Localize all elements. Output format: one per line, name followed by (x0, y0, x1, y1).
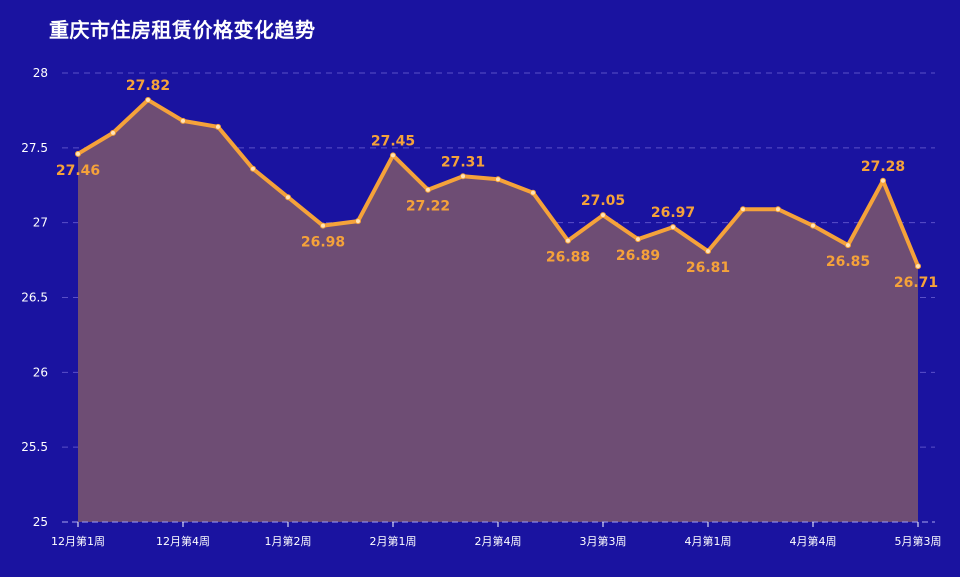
data-point (215, 123, 221, 130)
x-tick-label: 2月第1周 (370, 534, 417, 548)
x-tick-label: 5月第3周 (895, 534, 942, 548)
data-point (250, 165, 256, 172)
data-point (670, 224, 676, 231)
data-point (915, 263, 921, 270)
data-point (775, 206, 781, 213)
data-point (495, 176, 501, 183)
data-point (635, 236, 641, 243)
data-point (530, 189, 536, 196)
data-point (845, 242, 851, 249)
data-label: 27.82 (126, 78, 170, 94)
data-point (355, 218, 361, 225)
data-label: 26.98 (301, 235, 345, 251)
data-point (810, 222, 816, 229)
data-point (390, 152, 396, 159)
data-point (460, 173, 466, 180)
x-tick-label: 12月第4周 (156, 534, 210, 548)
data-point (180, 117, 186, 124)
chart-title: 重庆市住房租赁价格变化趋势 (49, 18, 316, 42)
data-point (425, 186, 431, 193)
data-point (75, 150, 81, 157)
data-label: 26.81 (686, 260, 730, 276)
data-point (600, 212, 606, 219)
x-tick-label: 4月第1周 (685, 534, 732, 548)
data-label: 27.46 (56, 163, 100, 179)
y-tick-label: 27.5 (21, 141, 48, 155)
x-tick-label: 12月第1周 (51, 534, 105, 548)
y-tick-label: 26.5 (21, 291, 48, 305)
data-label: 27.05 (581, 193, 625, 209)
data-point (320, 222, 326, 229)
x-tick-label: 1月第2周 (265, 534, 312, 548)
data-point (705, 248, 711, 255)
y-tick-label: 25 (33, 515, 48, 529)
data-point (145, 96, 151, 103)
data-point (285, 194, 291, 201)
data-label: 27.31 (441, 154, 485, 170)
x-tick-label: 3月第3周 (580, 534, 627, 548)
data-label: 26.88 (546, 250, 590, 266)
y-tick-label: 27 (33, 216, 48, 230)
data-label: 26.89 (616, 248, 660, 264)
data-label: 26.85 (826, 254, 870, 270)
data-label: 27.45 (371, 133, 415, 149)
data-point (565, 237, 571, 244)
area-fill (78, 99, 918, 522)
x-tick-label: 2月第4周 (475, 534, 522, 548)
data-point (110, 129, 116, 136)
data-point (740, 206, 746, 213)
data-label: 26.71 (894, 275, 938, 291)
y-tick-label: 26 (33, 365, 48, 379)
data-label: 27.22 (406, 199, 450, 215)
x-tick-label: 4月第4周 (790, 534, 837, 548)
data-label: 26.97 (651, 205, 695, 221)
data-point (880, 177, 886, 184)
data-label: 27.28 (861, 159, 905, 175)
y-tick-label: 25.5 (21, 440, 48, 454)
y-tick-label: 28 (33, 66, 48, 80)
